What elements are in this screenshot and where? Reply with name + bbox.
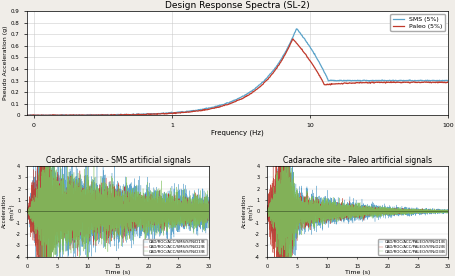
CAD/ROC/ACC/PALEO/SYN/D3/B xyxy=(307,209,313,213)
SMS (5%) xyxy=(383,79,389,83)
CAD/ROC/ACC/SMS/SYN/D1/B xyxy=(67,209,72,213)
CAD/ROC/ACC/SMS/SYN/D2/B xyxy=(38,123,43,126)
Legend: SMS (5%), Paleo (5%): SMS (5%), Paleo (5%) xyxy=(390,14,445,31)
Paleo (5%) xyxy=(383,81,389,84)
Line: CAD/ROC/ACC/PALEO/SYN/D3/B: CAD/ROC/ACC/PALEO/SYN/D3/B xyxy=(267,146,448,276)
SMS (5%) xyxy=(294,27,299,31)
CAD/ROC/ACC/PALEO/SYN/D2/B xyxy=(333,207,338,211)
CAD/ROC/ACC/SMS/SYN/D3/B xyxy=(205,211,210,215)
Paleo (5%) xyxy=(267,76,272,79)
CAD/ROC/ACC/PALEO/SYN/D3/B xyxy=(345,204,351,207)
CAD/ROC/ACC/SMS/SYN/D1/B xyxy=(39,102,45,105)
SMS (5%) xyxy=(18,113,23,117)
Paleo (5%) xyxy=(280,57,286,60)
CAD/ROC/ACC/PALEO/SYN/D2/B xyxy=(445,210,451,213)
Title: Cadarache site - SMS artificial signals: Cadarache site - SMS artificial signals xyxy=(46,156,190,165)
CAD/ROC/ACC/PALEO/SYN/D1/B xyxy=(345,212,351,215)
CAD/ROC/ACC/PALEO/SYN/D3/B xyxy=(284,144,289,148)
X-axis label: Time (s): Time (s) xyxy=(345,270,370,275)
CAD/ROC/ACC/SMS/SYN/D3/B xyxy=(69,201,74,205)
CAD/ROC/ACC/SMS/SYN/D2/B xyxy=(206,213,212,216)
SMS (5%) xyxy=(280,54,286,57)
CAD/ROC/ACC/SMS/SYN/D3/B xyxy=(106,219,111,222)
CAD/ROC/ACC/PALEO/SYN/D3/B xyxy=(306,203,312,206)
Line: CAD/ROC/ACC/PALEO/SYN/D1/B: CAD/ROC/ACC/PALEO/SYN/D1/B xyxy=(267,121,448,276)
X-axis label: Frequency (Hz): Frequency (Hz) xyxy=(212,129,264,136)
CAD/ROC/ACC/PALEO/SYN/D3/B xyxy=(333,200,338,203)
Paleo (5%) xyxy=(255,87,260,91)
CAD/ROC/ACC/SMS/SYN/D2/B xyxy=(93,231,98,234)
SMS (5%) xyxy=(255,85,260,88)
Line: CAD/ROC/ACC/SMS/SYN/D2/B: CAD/ROC/ACC/SMS/SYN/D2/B xyxy=(27,125,209,276)
CAD/ROC/ACC/SMS/SYN/D1/B xyxy=(93,227,98,231)
CAD/ROC/ACC/SMS/SYN/D1/B xyxy=(205,202,210,205)
CAD/ROC/ACC/SMS/SYN/D3/B xyxy=(67,247,72,250)
CAD/ROC/ACC/PALEO/SYN/D3/B xyxy=(444,210,450,213)
CAD/ROC/ACC/PALEO/SYN/D2/B xyxy=(264,210,269,213)
Paleo (5%) xyxy=(445,81,451,84)
CAD/ROC/ACC/PALEO/SYN/D3/B xyxy=(264,210,269,213)
CAD/ROC/ACC/SMS/SYN/D2/B xyxy=(68,195,73,198)
Legend: CAD/ROC/ACC/SMS/SYN/D1/B, CAD/ROC/ACC/SMS/SYN/D2/B, CAD/ROC/ACC/SMS/SYN/D3/B: CAD/ROC/ACC/SMS/SYN/D1/B, CAD/ROC/ACC/SM… xyxy=(143,239,207,255)
CAD/ROC/ACC/PALEO/SYN/D1/B xyxy=(307,198,313,202)
CAD/ROC/ACC/PALEO/SYN/D1/B xyxy=(285,120,291,123)
SMS (5%) xyxy=(267,73,272,76)
Y-axis label: Acceleration
(m/s²): Acceleration (m/s²) xyxy=(242,194,253,229)
Title: Design Response Spectra (SL-2): Design Response Spectra (SL-2) xyxy=(165,1,310,10)
CAD/ROC/ACC/SMS/SYN/D1/B xyxy=(68,228,73,231)
Y-axis label: Pseudo Acceleration (g): Pseudo Acceleration (g) xyxy=(3,26,8,100)
Line: Paleo (5%): Paleo (5%) xyxy=(0,39,448,115)
CAD/ROC/ACC/PALEO/SYN/D1/B xyxy=(306,225,312,229)
CAD/ROC/ACC/PALEO/SYN/D1/B xyxy=(444,211,450,214)
X-axis label: Time (s): Time (s) xyxy=(105,270,131,275)
CAD/ROC/ACC/SMS/SYN/D3/B xyxy=(68,225,73,229)
Line: SMS (5%): SMS (5%) xyxy=(0,29,448,115)
CAD/ROC/ACC/PALEO/SYN/D2/B xyxy=(306,206,312,209)
CAD/ROC/ACC/SMS/SYN/D2/B xyxy=(205,215,210,218)
CAD/ROC/ACC/SMS/SYN/D1/B xyxy=(25,210,30,213)
Title: Cadarache site - Paleo artificial signals: Cadarache site - Paleo artificial signal… xyxy=(283,156,432,165)
Paleo (5%) xyxy=(18,113,23,117)
CAD/ROC/ACC/PALEO/SYN/D3/B xyxy=(445,209,451,213)
Paleo (5%) xyxy=(290,37,296,41)
Line: CAD/ROC/ACC/PALEO/SYN/D2/B: CAD/ROC/ACC/PALEO/SYN/D2/B xyxy=(267,97,448,276)
CAD/ROC/ACC/PALEO/SYN/D3/B xyxy=(308,208,313,211)
CAD/ROC/ACC/SMS/SYN/D3/B xyxy=(43,124,49,128)
CAD/ROC/ACC/PALEO/SYN/D1/B xyxy=(264,210,269,213)
CAD/ROC/ACC/SMS/SYN/D3/B xyxy=(206,212,212,216)
CAD/ROC/ACC/PALEO/SYN/D1/B xyxy=(445,209,451,213)
CAD/ROC/ACC/PALEO/SYN/D2/B xyxy=(444,209,450,213)
CAD/ROC/ACC/PALEO/SYN/D2/B xyxy=(308,203,313,206)
CAD/ROC/ACC/SMS/SYN/D2/B xyxy=(106,201,111,205)
Legend: CAD/ROC/ACC/PALEO/SYN/D1/B, CAD/ROC/ACC/PALEO/SYN/D2/B, CAD/ROC/ACC/PALEO/SYN/D3: CAD/ROC/ACC/PALEO/SYN/D1/B, CAD/ROC/ACC/… xyxy=(378,239,446,255)
CAD/ROC/ACC/SMS/SYN/D2/B xyxy=(69,223,74,226)
Line: CAD/ROC/ACC/SMS/SYN/D3/B: CAD/ROC/ACC/SMS/SYN/D3/B xyxy=(27,126,209,276)
CAD/ROC/ACC/SMS/SYN/D2/B xyxy=(67,219,72,222)
CAD/ROC/ACC/PALEO/SYN/D1/B xyxy=(308,214,313,218)
Line: CAD/ROC/ACC/SMS/SYN/D1/B: CAD/ROC/ACC/SMS/SYN/D1/B xyxy=(27,103,209,276)
CAD/ROC/ACC/PALEO/SYN/D1/B xyxy=(333,213,338,217)
CAD/ROC/ACC/SMS/SYN/D3/B xyxy=(93,221,98,224)
SMS (5%) xyxy=(445,79,451,82)
Y-axis label: Acceleration
(m/s²): Acceleration (m/s²) xyxy=(2,194,14,229)
CAD/ROC/ACC/SMS/SYN/D3/B xyxy=(25,210,30,213)
CAD/ROC/ACC/PALEO/SYN/D2/B xyxy=(279,96,284,99)
SMS (5%) xyxy=(336,79,342,83)
Paleo (5%) xyxy=(336,82,342,85)
CAD/ROC/ACC/PALEO/SYN/D2/B xyxy=(345,211,351,214)
CAD/ROC/ACC/SMS/SYN/D1/B xyxy=(206,219,212,222)
CAD/ROC/ACC/SMS/SYN/D1/B xyxy=(69,186,74,190)
CAD/ROC/ACC/SMS/SYN/D1/B xyxy=(106,223,111,227)
CAD/ROC/ACC/PALEO/SYN/D2/B xyxy=(307,208,313,211)
CAD/ROC/ACC/SMS/SYN/D2/B xyxy=(25,210,30,213)
